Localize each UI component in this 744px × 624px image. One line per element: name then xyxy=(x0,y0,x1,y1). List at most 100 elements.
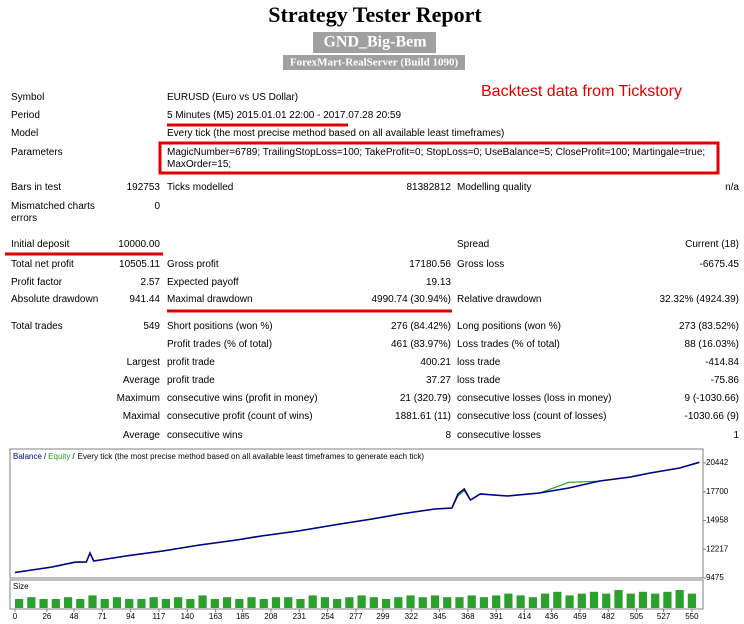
x-tick-label: 185 xyxy=(236,612,250,621)
size-bar xyxy=(51,599,60,608)
field-label: Expected payoff xyxy=(167,277,239,288)
legend-separator: / xyxy=(72,452,75,461)
chart-frame xyxy=(9,448,704,579)
field-label: Modelling quality xyxy=(457,182,532,193)
size-bar xyxy=(614,590,623,608)
x-tick-label: 208 xyxy=(264,612,278,621)
size-bar xyxy=(540,593,550,608)
field-value: n/a xyxy=(725,182,739,193)
field-value: 19.13 xyxy=(425,277,451,288)
size-bar xyxy=(235,599,244,608)
field-label: Gross loss xyxy=(457,259,505,270)
report-title: Strategy Tester Report xyxy=(268,2,482,27)
field-value: 9 (-1030.66) xyxy=(684,393,739,404)
field-label: Bars in test xyxy=(11,182,62,193)
field-value: 37.27 xyxy=(425,375,451,386)
size-bar xyxy=(516,595,525,608)
field-label: Loss trades (% of total) xyxy=(457,339,560,350)
field-label: Initial deposit xyxy=(11,239,70,250)
x-tick-label: 299 xyxy=(376,612,390,621)
field-value: 461 (83.97%) xyxy=(390,339,451,350)
x-tick-label: 505 xyxy=(630,612,644,621)
field-value: Current (18) xyxy=(685,239,739,250)
size-bar xyxy=(125,599,134,608)
field-label: Profit factor xyxy=(11,277,63,288)
size-bar xyxy=(369,597,378,608)
size-bar xyxy=(149,597,158,608)
series-line xyxy=(14,461,700,574)
size-bar xyxy=(455,597,464,608)
field-value: -6675.45 xyxy=(699,259,739,270)
size-bar xyxy=(345,597,354,608)
field-label: Every tick (the most precise method base… xyxy=(167,128,505,139)
size-bar xyxy=(186,599,195,608)
x-tick-label: 163 xyxy=(209,612,223,621)
field-label: Absolute drawdown xyxy=(11,294,99,305)
field-label: Model xyxy=(11,128,39,139)
field-value: -1030.66 (9) xyxy=(684,411,739,422)
field-label: consecutive losses (loss in money) xyxy=(457,393,612,404)
field-label: Parameters xyxy=(11,147,63,158)
field-label: consecutive profit (count of wins) xyxy=(167,411,313,422)
field-value: 1 xyxy=(733,430,739,441)
size-bar xyxy=(687,593,696,608)
field-value: Average xyxy=(122,375,160,386)
x-tick-label: 550 xyxy=(685,612,699,621)
size-bar xyxy=(381,599,391,608)
legend-separator: / xyxy=(44,452,47,461)
annotation: Backtest data from Tickstory xyxy=(481,83,682,100)
x-tick-label: 0 xyxy=(13,612,18,621)
field-value: 276 (84.42%) xyxy=(390,321,451,332)
x-tick-label: 26 xyxy=(42,612,51,621)
field-label: Relative drawdown xyxy=(457,294,542,305)
y-tick-label: 14958 xyxy=(706,516,729,525)
size-bar xyxy=(137,599,146,608)
field-value: 4990.74 (30.94%) xyxy=(371,294,451,305)
size-label: Size xyxy=(13,582,29,591)
x-tick-label: 254 xyxy=(321,612,335,621)
field-value: -414.84 xyxy=(705,357,739,368)
x-tick-label: 414 xyxy=(518,612,532,621)
size-bar xyxy=(222,597,232,608)
x-tick-label: 117 xyxy=(153,612,166,621)
x-tick-label: 527 xyxy=(657,612,671,621)
field-label: 5 Minutes (M5) 2015.01.01 22:00 - 2017.0… xyxy=(167,110,402,121)
size-bar xyxy=(418,597,427,608)
field-value: 81382812 xyxy=(406,182,452,193)
size-bar xyxy=(553,591,562,608)
x-tick-label: 436 xyxy=(545,612,559,621)
x-tick-label: 140 xyxy=(181,612,195,621)
size-bar xyxy=(675,590,684,608)
field-label: Long positions (won %) xyxy=(457,321,561,332)
field-label: consecutive loss (count of losses) xyxy=(457,411,607,422)
field-value: 10000.00 xyxy=(118,239,160,250)
field-label: consecutive losses xyxy=(457,430,541,441)
size-bar xyxy=(589,591,599,608)
size-bar xyxy=(430,595,440,608)
chart-title: Every tick (the most precise method base… xyxy=(78,452,425,461)
field-value: 549 xyxy=(143,321,160,332)
field-label: loss trade xyxy=(457,375,501,386)
y-tick-label: 9475 xyxy=(706,573,724,582)
chart-legend: Balance / Equity / Every tick (the most prec… xyxy=(13,452,424,461)
field-label: consecutive wins (profit in money) xyxy=(167,393,318,404)
field-label: Period xyxy=(11,110,40,121)
field-label: Gross profit xyxy=(167,259,219,270)
size-bar xyxy=(479,597,489,608)
field-label: Ticks modelled xyxy=(167,182,234,193)
field-value: 8 xyxy=(445,430,451,441)
x-tick-label: 71 xyxy=(98,612,107,621)
legend-entry: Equity xyxy=(48,452,70,461)
field-value: 2.57 xyxy=(140,277,160,288)
size-bar xyxy=(443,597,452,608)
field-value: 88 (16.03%) xyxy=(684,339,739,350)
field-value: 0 xyxy=(154,201,160,212)
field-label: loss trade xyxy=(457,357,501,368)
size-bar xyxy=(174,597,183,608)
field-label: consecutive wins xyxy=(167,430,243,441)
size-bar xyxy=(296,599,305,608)
x-tick-label: 48 xyxy=(70,612,79,621)
field-label: Profit trades (% of total) xyxy=(167,339,273,350)
legend-entry: Balance xyxy=(13,452,42,461)
